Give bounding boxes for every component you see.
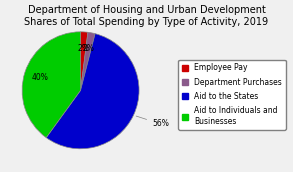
Wedge shape bbox=[81, 32, 95, 90]
Wedge shape bbox=[81, 32, 88, 90]
Text: 2%: 2% bbox=[83, 44, 94, 53]
Wedge shape bbox=[22, 32, 81, 138]
Wedge shape bbox=[46, 34, 139, 149]
Legend: Employee Pay, Department Purchases, Aid to the States, Aid to Individuals and
Bu: Employee Pay, Department Purchases, Aid … bbox=[178, 60, 286, 130]
Text: 2%: 2% bbox=[77, 44, 89, 53]
Text: 40%: 40% bbox=[32, 73, 49, 82]
Text: 56%: 56% bbox=[136, 116, 169, 128]
Text: Department of Housing and Urban Development
Shares of Total Spending by Type of : Department of Housing and Urban Developm… bbox=[24, 5, 269, 27]
